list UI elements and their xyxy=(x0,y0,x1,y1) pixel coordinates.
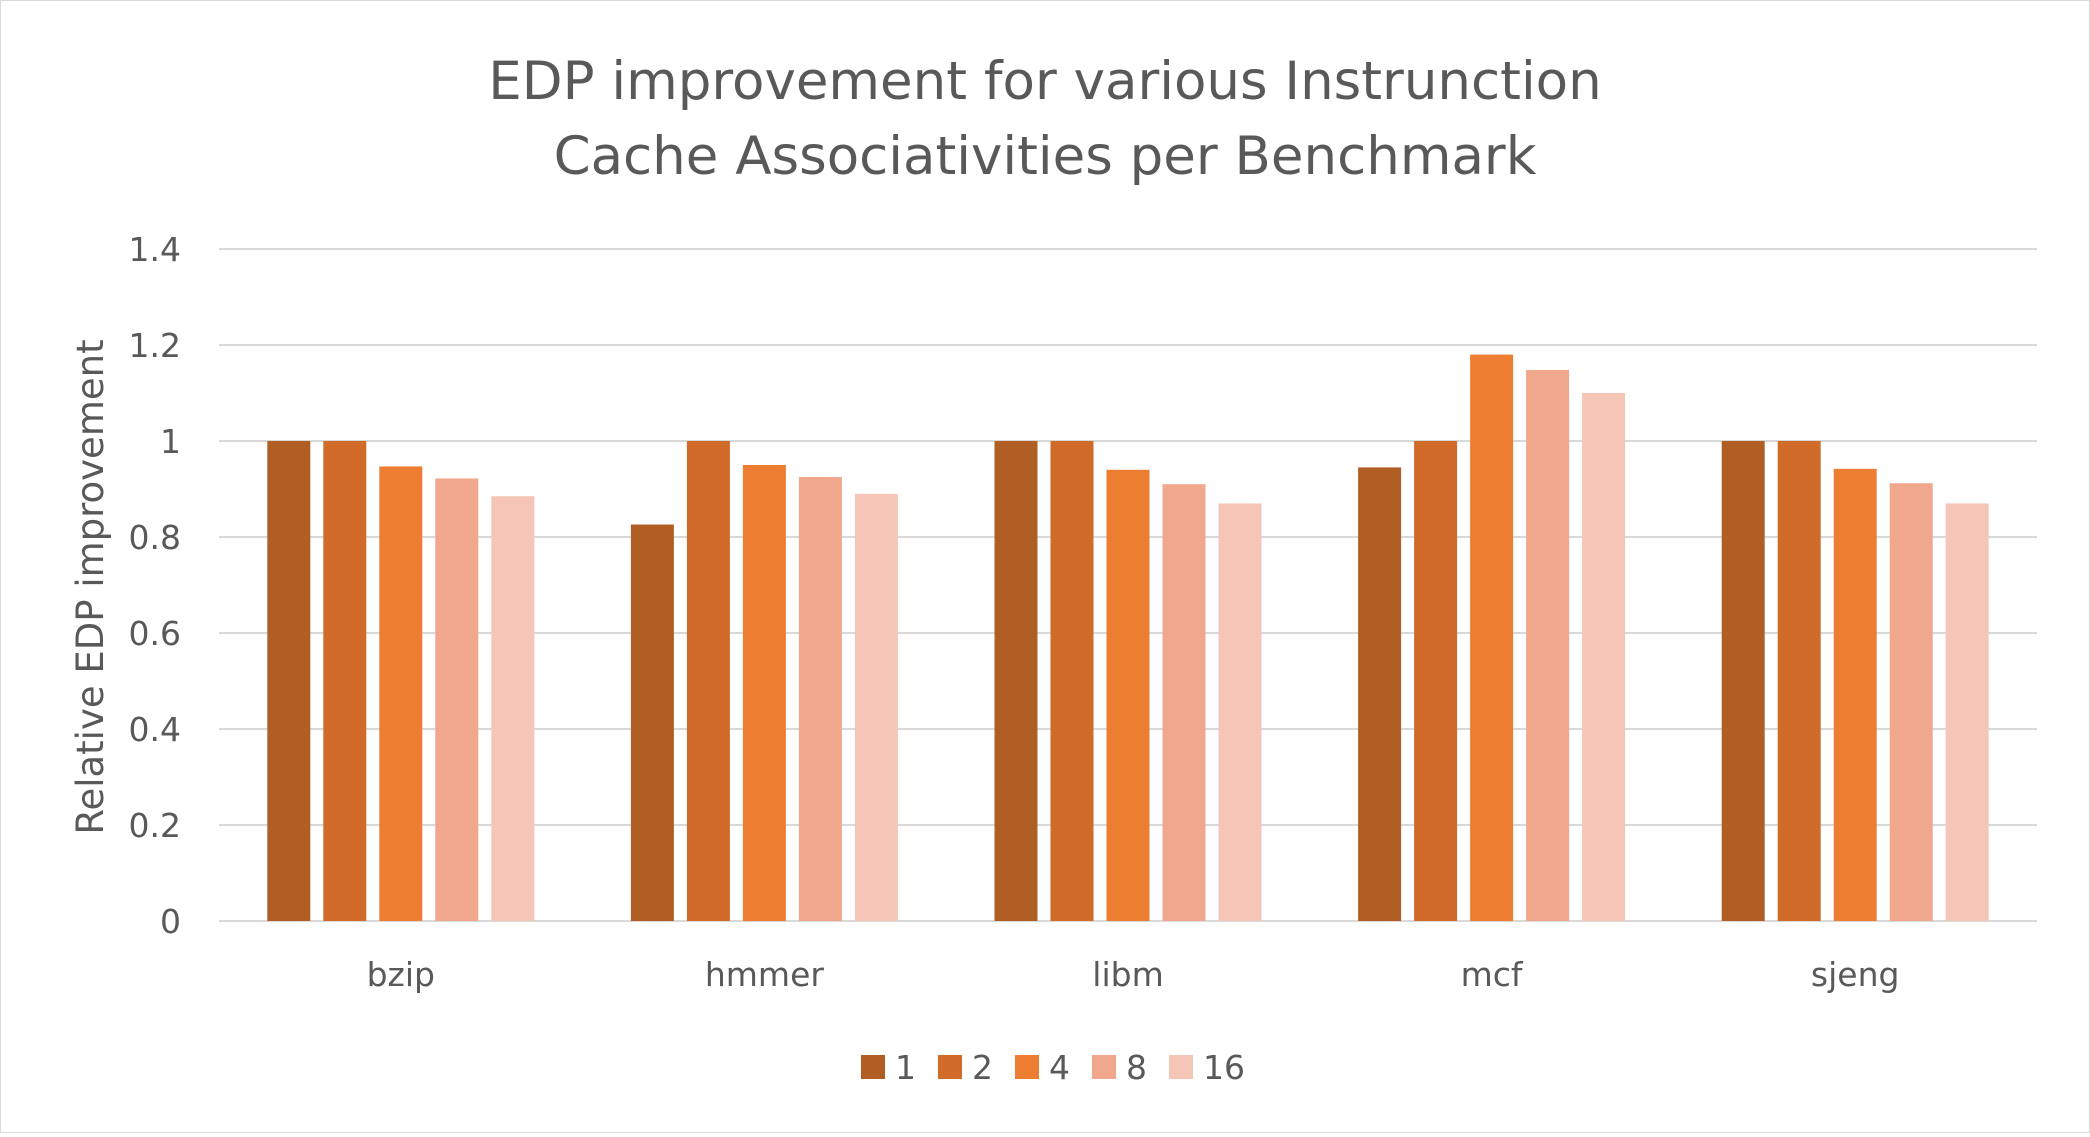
y-tick-label: 1.4 xyxy=(129,230,181,269)
bar-bzip-4 xyxy=(379,466,423,921)
legend-swatch-8 xyxy=(1092,1055,1116,1079)
bar-mcf-4 xyxy=(1470,354,1514,922)
legend-label: 16 xyxy=(1203,1048,1245,1087)
bar-sjeng-2 xyxy=(1777,441,1821,921)
bar-hmmer-8 xyxy=(798,477,842,921)
bar-sjeng-8 xyxy=(1889,483,1933,921)
bar-mcf-16 xyxy=(1582,393,1626,921)
bar-bzip-16 xyxy=(491,496,535,921)
x-axis-categories: bzip hmmer libm mcf sjeng xyxy=(367,955,1900,994)
bar-hmmer-1 xyxy=(630,524,674,921)
chart-title: EDP improvement for various Instrunction… xyxy=(488,51,1601,187)
legend-label: 8 xyxy=(1126,1048,1147,1087)
x-category-label: sjeng xyxy=(1811,955,1900,994)
y-tick-label: 0.8 xyxy=(129,518,181,557)
bar-libm-1 xyxy=(994,441,1038,921)
y-tick-label: 0 xyxy=(160,902,181,941)
bar-bzip-1 xyxy=(267,441,311,921)
legend-swatch-1 xyxy=(861,1055,885,1079)
bar-bzip-2 xyxy=(323,441,367,921)
y-tick-label: 0.4 xyxy=(129,710,181,749)
chart-title-line-1: EDP improvement for various Instrunction xyxy=(488,51,1601,112)
x-category-label: hmmer xyxy=(705,955,825,994)
bar-bzip-8 xyxy=(435,478,479,921)
bar-libm-4 xyxy=(1106,469,1150,921)
legend-swatch-2 xyxy=(938,1055,962,1079)
bar-libm-8 xyxy=(1162,484,1206,921)
legend: 1 2 4 8 16 xyxy=(861,1048,1245,1087)
x-category-label: bzip xyxy=(367,955,435,994)
x-category-label: libm xyxy=(1092,955,1163,994)
y-tick-label: 1.2 xyxy=(129,326,181,365)
bars xyxy=(267,354,1989,922)
legend-swatch-16 xyxy=(1169,1055,1193,1079)
bar-sjeng-4 xyxy=(1833,468,1877,921)
bar-hmmer-4 xyxy=(742,465,786,921)
legend-label: 1 xyxy=(895,1048,916,1087)
bar-sjeng-1 xyxy=(1721,441,1765,921)
bar-mcf-8 xyxy=(1526,369,1570,922)
x-category-label: mcf xyxy=(1461,955,1524,994)
legend-swatch-4 xyxy=(1015,1055,1039,1079)
y-axis-ticks: 0 0.2 0.4 0.6 0.8 1 1.2 1.4 xyxy=(129,230,181,941)
y-axis-title: Relative EDP improvement xyxy=(69,339,112,834)
bar-mcf-2 xyxy=(1414,441,1458,921)
legend-label: 4 xyxy=(1049,1048,1070,1087)
bar-sjeng-16 xyxy=(1945,503,1989,921)
bar-libm-2 xyxy=(1050,441,1094,921)
y-tick-label: 1 xyxy=(160,422,181,461)
y-tick-label: 0.2 xyxy=(129,806,181,845)
chart-title-line-2: Cache Associativities per Benchmark xyxy=(554,126,1537,187)
bar-mcf-1 xyxy=(1358,467,1402,921)
bar-hmmer-2 xyxy=(686,441,730,921)
bar-libm-16 xyxy=(1218,503,1262,921)
bar-hmmer-16 xyxy=(854,493,898,921)
legend-label: 2 xyxy=(972,1048,993,1087)
y-tick-label: 0.6 xyxy=(129,614,181,653)
